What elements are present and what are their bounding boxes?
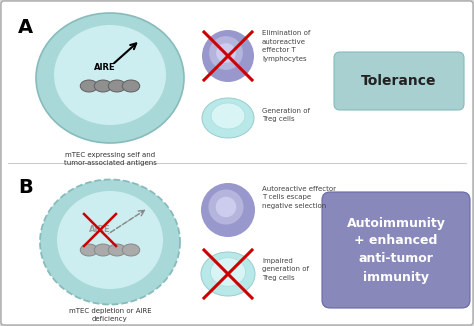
Ellipse shape xyxy=(216,43,236,63)
Text: mTEC expressing self and
tumor-associated antigens: mTEC expressing self and tumor-associate… xyxy=(64,152,156,167)
Ellipse shape xyxy=(108,244,126,256)
Text: Impaired
generation of
Treg cells: Impaired generation of Treg cells xyxy=(262,258,309,281)
Ellipse shape xyxy=(94,244,112,256)
Ellipse shape xyxy=(209,36,243,70)
Ellipse shape xyxy=(210,258,246,286)
Ellipse shape xyxy=(54,25,166,125)
Text: A: A xyxy=(18,18,33,37)
Ellipse shape xyxy=(57,191,163,289)
Ellipse shape xyxy=(80,244,98,256)
FancyBboxPatch shape xyxy=(322,192,470,308)
Ellipse shape xyxy=(40,180,180,304)
Ellipse shape xyxy=(122,80,140,92)
Text: Autoreactive effector
T cells escape
negative selection: Autoreactive effector T cells escape neg… xyxy=(262,186,336,209)
FancyBboxPatch shape xyxy=(334,52,464,110)
Ellipse shape xyxy=(122,244,140,256)
Ellipse shape xyxy=(36,13,184,143)
Text: mTEC depletion or AIRE
deficiency: mTEC depletion or AIRE deficiency xyxy=(69,308,151,322)
Ellipse shape xyxy=(202,98,254,138)
Text: Autoimmunity
+ enhanced
anti-tumor
immunity: Autoimmunity + enhanced anti-tumor immun… xyxy=(346,216,446,284)
Text: AIRE: AIRE xyxy=(94,64,116,72)
Text: Tolerance: Tolerance xyxy=(361,74,437,88)
Text: Generation of
Treg cells: Generation of Treg cells xyxy=(262,108,310,123)
Ellipse shape xyxy=(94,80,112,92)
Ellipse shape xyxy=(209,189,244,225)
Ellipse shape xyxy=(108,80,126,92)
Ellipse shape xyxy=(80,80,98,92)
Ellipse shape xyxy=(211,103,245,129)
Ellipse shape xyxy=(216,197,236,217)
Text: AIRE: AIRE xyxy=(89,226,111,234)
Text: Elimination of
autoreactive
effector T
lymphocytes: Elimination of autoreactive effector T l… xyxy=(262,30,310,62)
Text: B: B xyxy=(18,178,33,197)
Ellipse shape xyxy=(202,30,254,82)
Ellipse shape xyxy=(201,252,255,296)
Ellipse shape xyxy=(201,183,255,237)
